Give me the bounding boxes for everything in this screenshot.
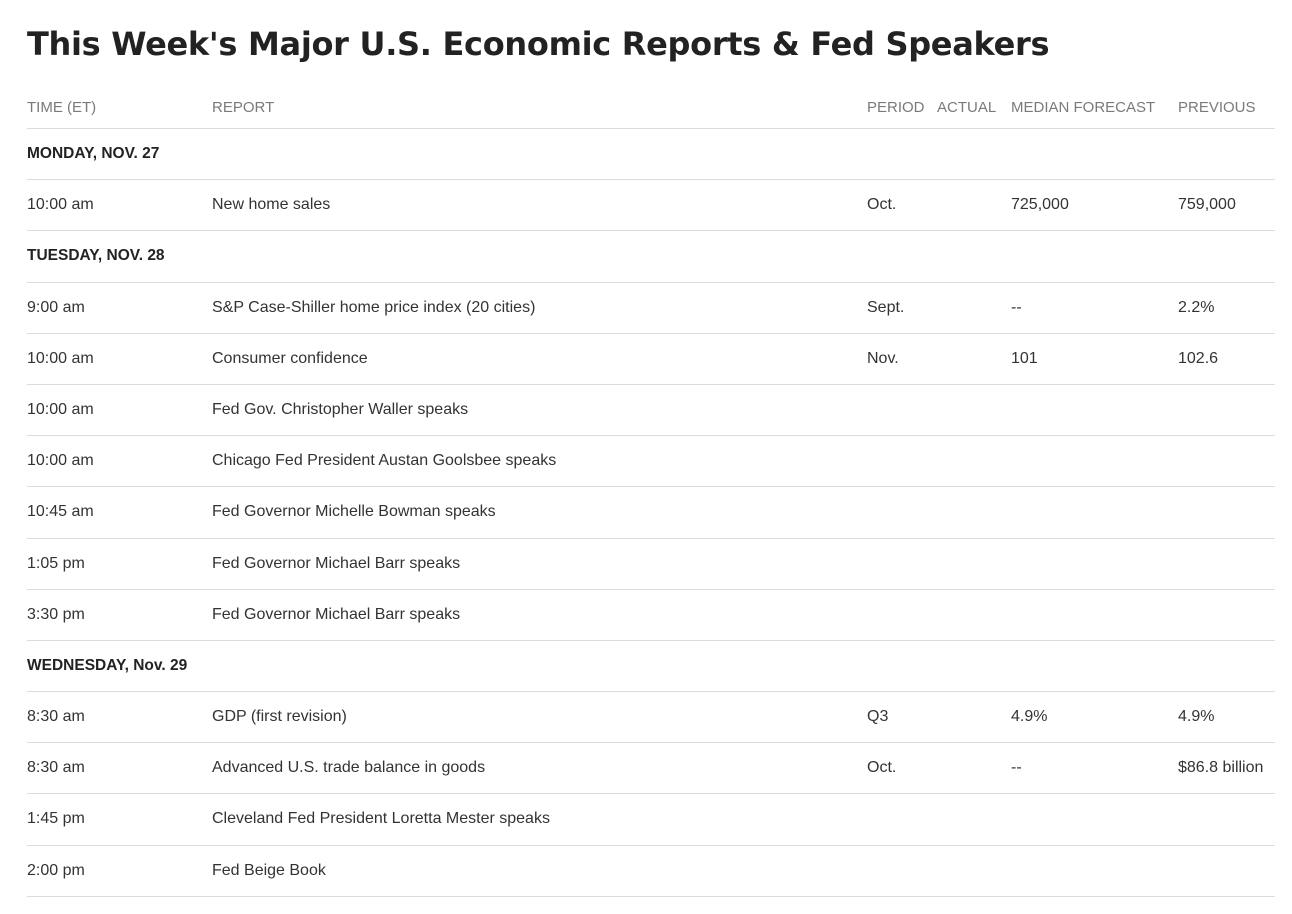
table-row: 10:00 am Chicago Fed President Austan Goo… [27, 436, 1275, 488]
previous-cell: $86.8 billion [1178, 759, 1264, 777]
day-header-row: WEDNESDAY, Nov. 29 [27, 641, 1275, 693]
report-cell: New home sales [212, 196, 331, 214]
day-label: MONDAY, NOV. 27 [27, 145, 160, 162]
median-forecast-cell: -- [1011, 759, 1022, 777]
median-forecast-cell: 101 [1011, 349, 1038, 367]
time-cell: 9:00 am [27, 298, 85, 316]
report-cell: Advanced U.S. trade balance in goods [212, 759, 486, 777]
period-cell: Sept. [867, 298, 905, 316]
period-cell: Q3 [867, 708, 889, 726]
report-cell: Cleveland Fed President Loretta Mester s… [212, 810, 550, 828]
median-forecast-cell: 4.9% [1011, 708, 1048, 726]
time-cell: 10:00 am [27, 349, 94, 367]
period-cell: Oct. [867, 196, 897, 214]
column-header-period: PERIOD [867, 99, 925, 116]
report-cell: GDP (first revision) [212, 708, 347, 726]
column-header-median-forecast: MEDIAN FORECAST [1011, 99, 1156, 116]
period-cell: Oct. [867, 759, 897, 777]
column-header-previous: PREVIOUS [1178, 99, 1256, 116]
time-cell: 10:45 am [27, 503, 94, 521]
column-header-report: REPORT [212, 99, 275, 116]
table-row: 3:30 pm Fed Governor Michael Barr speaks [27, 590, 1275, 641]
table-row: 10:00 am Consumer confidence Nov. 101 102.6 [27, 334, 1275, 385]
report-cell: Consumer confidence [212, 349, 368, 367]
time-cell: 10:00 am [27, 196, 94, 214]
time-cell: 1:05 pm [27, 554, 85, 572]
period-cell: Nov. [867, 349, 899, 367]
table-row: 8:30 am Advanced U.S. trade balance in go… [27, 743, 1275, 795]
calendar-page: This Week's Major U.S. Economic Reports … [27, 0, 1275, 897]
report-cell: Fed Governor Michael Barr speaks [212, 605, 461, 623]
report-cell: Fed Beige Book [212, 861, 326, 879]
report-cell: S&P Case-Shiller home price index (20 ci… [212, 298, 536, 316]
median-forecast-cell: 725,000 [1011, 196, 1069, 214]
day-label: TUESDAY, NOV. 28 [27, 247, 165, 265]
report-cell: Fed Gov. Christopher Waller speaks [212, 400, 469, 418]
time-cell: 2:00 pm [27, 861, 85, 879]
time-cell: 8:30 am [27, 708, 85, 726]
time-cell: 1:45 pm [27, 810, 85, 828]
page-title: This Week's Major U.S. Economic Reports … [27, 25, 1050, 63]
table-row: 9:00 am S&P Case-Shiller home price index… [27, 283, 1275, 334]
column-header-actual: ACTUAL [937, 99, 997, 116]
median-forecast-cell: -- [1011, 298, 1022, 316]
previous-cell: 759,000 [1178, 196, 1236, 214]
previous-cell: 102.6 [1178, 349, 1219, 367]
time-cell: 10:00 am [27, 400, 94, 418]
economic-calendar-table: TIME (ET) REPORT PERIOD ACTUAL MEDIAN FO… [27, 84, 1275, 897]
previous-cell: 4.9% [1178, 708, 1215, 726]
previous-cell: 2.2% [1178, 298, 1215, 316]
report-cell: Fed Governor Michael Barr speaks [212, 554, 461, 572]
time-cell: 8:30 am [27, 759, 85, 777]
table-header-row: TIME (ET) REPORT PERIOD ACTUAL MEDIAN FO… [27, 84, 1275, 129]
table-row: 1:05 pm Fed Governor Michael Barr speaks [27, 539, 1275, 590]
day-header-row: TUESDAY, NOV. 28 [27, 231, 1275, 283]
day-label: WEDNESDAY, Nov. 29 [27, 656, 188, 674]
time-cell: 10:00 am [27, 452, 94, 470]
table-row: 1:45 pm Cleveland Fed President Loretta M… [27, 794, 1275, 846]
table-row: 2:00 pm Fed Beige Book [27, 846, 1275, 897]
report-cell: Chicago Fed President Austan Goolsbee sp… [212, 452, 557, 470]
table-row: 10:00 am New home sales Oct. 725,000 759,000 [27, 180, 1275, 232]
table-row: 8:30 am GDP (first revision) Q3 4.9% 4.9% [27, 692, 1275, 744]
table-row: 10:00 am Fed Gov. Christopher Waller spea… [27, 385, 1275, 437]
time-cell: 3:30 pm [27, 605, 85, 623]
day-header-row: MONDAY, NOV. 27 [27, 129, 1275, 181]
report-cell: Fed Governor Michelle Bowman speaks [212, 503, 496, 521]
table-row: 10:45 am Fed Governor Michelle Bowman spe… [27, 487, 1275, 539]
column-header-time: TIME (ET) [27, 99, 97, 116]
table-body: MONDAY, NOV. 27 10:00 am New home sales Oct… [27, 129, 1275, 897]
